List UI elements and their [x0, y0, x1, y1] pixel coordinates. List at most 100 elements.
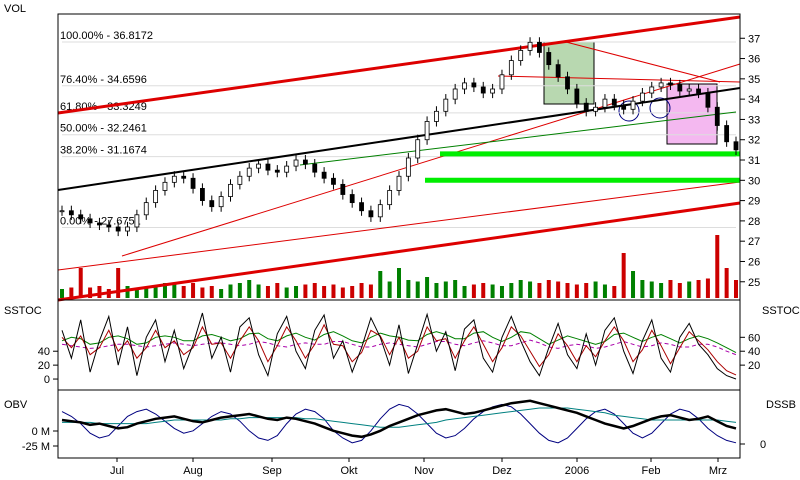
fib-level-label: 76.40% - 34.6596 [60, 74, 147, 86]
price-y-tick-label: 37 [748, 33, 760, 45]
obv-average-line [62, 407, 737, 428]
upper-channel-line [57, 15, 741, 115]
volume-bar [434, 283, 439, 298]
candle-body [265, 163, 271, 171]
price-y-tick-label: 32 [748, 135, 760, 147]
price-y-tick-label: 28 [748, 216, 760, 228]
candle-body [527, 41, 533, 51]
volume-bar [574, 284, 579, 298]
sstoc-right-tick-label: 60 [748, 332, 760, 344]
volume-bar [247, 280, 252, 298]
candle-body [106, 224, 112, 228]
volume-bar [256, 284, 261, 298]
volume-bar [172, 284, 177, 298]
volume-bar [303, 284, 308, 298]
volume-bar [359, 283, 364, 298]
volume-bar [78, 268, 83, 298]
black-trend-line [57, 87, 741, 191]
volume-bar [406, 280, 411, 298]
candle-body [97, 222, 102, 226]
volume-bar [556, 281, 561, 298]
volume-bar [443, 281, 448, 298]
marker-circle [618, 100, 640, 122]
sstoc-left-label: SSTOC [4, 305, 42, 317]
volume-bar [537, 283, 542, 298]
volume-bar [200, 287, 205, 298]
volume-bar [350, 286, 355, 298]
volume-bar [237, 283, 242, 298]
candle-body [593, 106, 598, 112]
sstoc-right-tick-label: 40 [748, 346, 760, 358]
volume-bar [425, 277, 430, 298]
sstoc-slow-line [61, 323, 737, 376]
volume-bar [415, 281, 420, 298]
volume-bar [153, 286, 158, 298]
volume-bar [528, 281, 533, 298]
volume-bar [134, 289, 139, 298]
volume-bar [387, 281, 392, 298]
green-highlight-box [543, 41, 595, 105]
candle-body [434, 110, 439, 122]
candle-body [630, 100, 636, 110]
price-y-tick-label: 36 [748, 54, 760, 66]
candle-body [256, 163, 261, 169]
volume-bar [668, 280, 673, 298]
volume-bar [397, 268, 401, 298]
marker-circle [649, 97, 671, 119]
obv-panel-border [57, 389, 741, 459]
candle-body [677, 84, 683, 92]
volume-bar [659, 283, 664, 298]
candle-body [649, 86, 655, 94]
price-y-tick-label: 25 [748, 277, 760, 289]
price-y-tick-label: 34 [748, 94, 760, 106]
volume-bar [621, 253, 626, 298]
candle-body [134, 214, 140, 228]
volume-bar [499, 286, 504, 298]
candle-body [611, 98, 617, 106]
volume-bar [481, 283, 486, 298]
candle-body [696, 88, 701, 94]
candle-body [190, 177, 196, 189]
lower-channel-line [57, 201, 741, 302]
candle-body [639, 92, 645, 102]
candle-body [377, 204, 383, 218]
sstoc-signal-line [61, 339, 737, 356]
candle-body [518, 50, 524, 61]
volume-bar [340, 287, 345, 298]
candle-body [87, 218, 93, 224]
obv-left-label: OBV [4, 399, 28, 411]
candle-body [724, 125, 730, 143]
candle-body [274, 169, 280, 173]
candle-body [443, 98, 449, 112]
green-trend-line [299, 111, 737, 166]
x-axis-tick-label: Okt [340, 465, 357, 477]
volume-bar [284, 287, 289, 298]
volume-bar [453, 280, 458, 298]
volume-bar [715, 235, 720, 298]
volume-bar [322, 286, 327, 298]
price-y-tick-label: 27 [748, 236, 760, 248]
dssb-right-label: DSSB [766, 399, 796, 411]
x-axis-tick-label: 2006 [565, 465, 589, 477]
candle-body [733, 141, 739, 151]
price-y-tick-label: 31 [748, 155, 760, 167]
candle-body [237, 175, 243, 185]
x-axis-tick-label: Jul [110, 465, 124, 477]
fib-level-label: 100.00% - 36.8172 [60, 30, 153, 42]
candle-body [125, 226, 130, 232]
candle-body [424, 121, 430, 141]
volume-bar [378, 271, 383, 298]
x-axis-tick-label: Aug [183, 465, 203, 477]
x-axis-tick-label: Sep [262, 465, 282, 477]
dssb-line [61, 403, 737, 444]
resistance-line [497, 75, 741, 83]
x-axis-tick-label: Nov [414, 465, 434, 477]
volume-bar [228, 284, 233, 298]
volume-bar [144, 287, 149, 298]
candle-body [153, 190, 159, 204]
volume-bar [209, 286, 214, 298]
volume-bar [565, 283, 570, 298]
volume-bar [88, 287, 93, 298]
obv-left-tick-label: -25 M [22, 441, 50, 453]
